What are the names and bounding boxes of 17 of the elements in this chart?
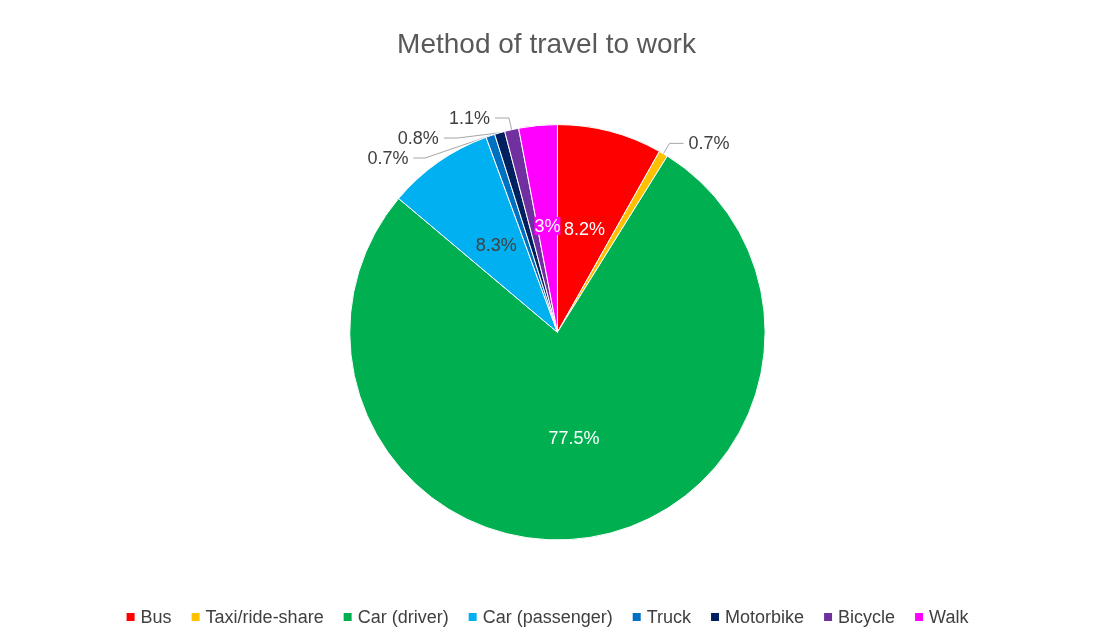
data-label: 1.1% bbox=[448, 108, 490, 129]
data-label: 0.8% bbox=[397, 128, 439, 149]
data-label: 8.2% bbox=[564, 218, 606, 239]
data-label: 0.7% bbox=[688, 133, 730, 154]
legend-label: Walk bbox=[929, 607, 970, 627]
legend-label: Bus bbox=[140, 607, 172, 627]
legend-label: Taxi/ride-share bbox=[205, 607, 324, 627]
legend-label: Car (driver) bbox=[357, 607, 449, 627]
legend-label: Motorbike bbox=[725, 607, 805, 627]
legend-label: Car (passenger) bbox=[482, 607, 613, 627]
data-label: 8.3% bbox=[475, 234, 517, 255]
chart-title: Method of travel to work bbox=[397, 27, 697, 59]
data-label: 77.5% bbox=[548, 427, 600, 448]
legend-label: Bicycle bbox=[838, 607, 896, 627]
data-label: 3% bbox=[534, 215, 561, 236]
legend-label: Truck bbox=[646, 607, 693, 627]
data-label: 0.7% bbox=[367, 148, 409, 169]
